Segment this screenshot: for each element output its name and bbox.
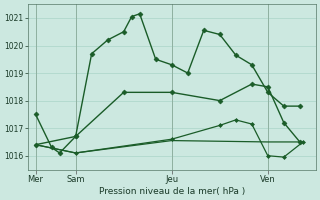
X-axis label: Pression niveau de la mer( hPa ): Pression niveau de la mer( hPa ) bbox=[99, 187, 245, 196]
